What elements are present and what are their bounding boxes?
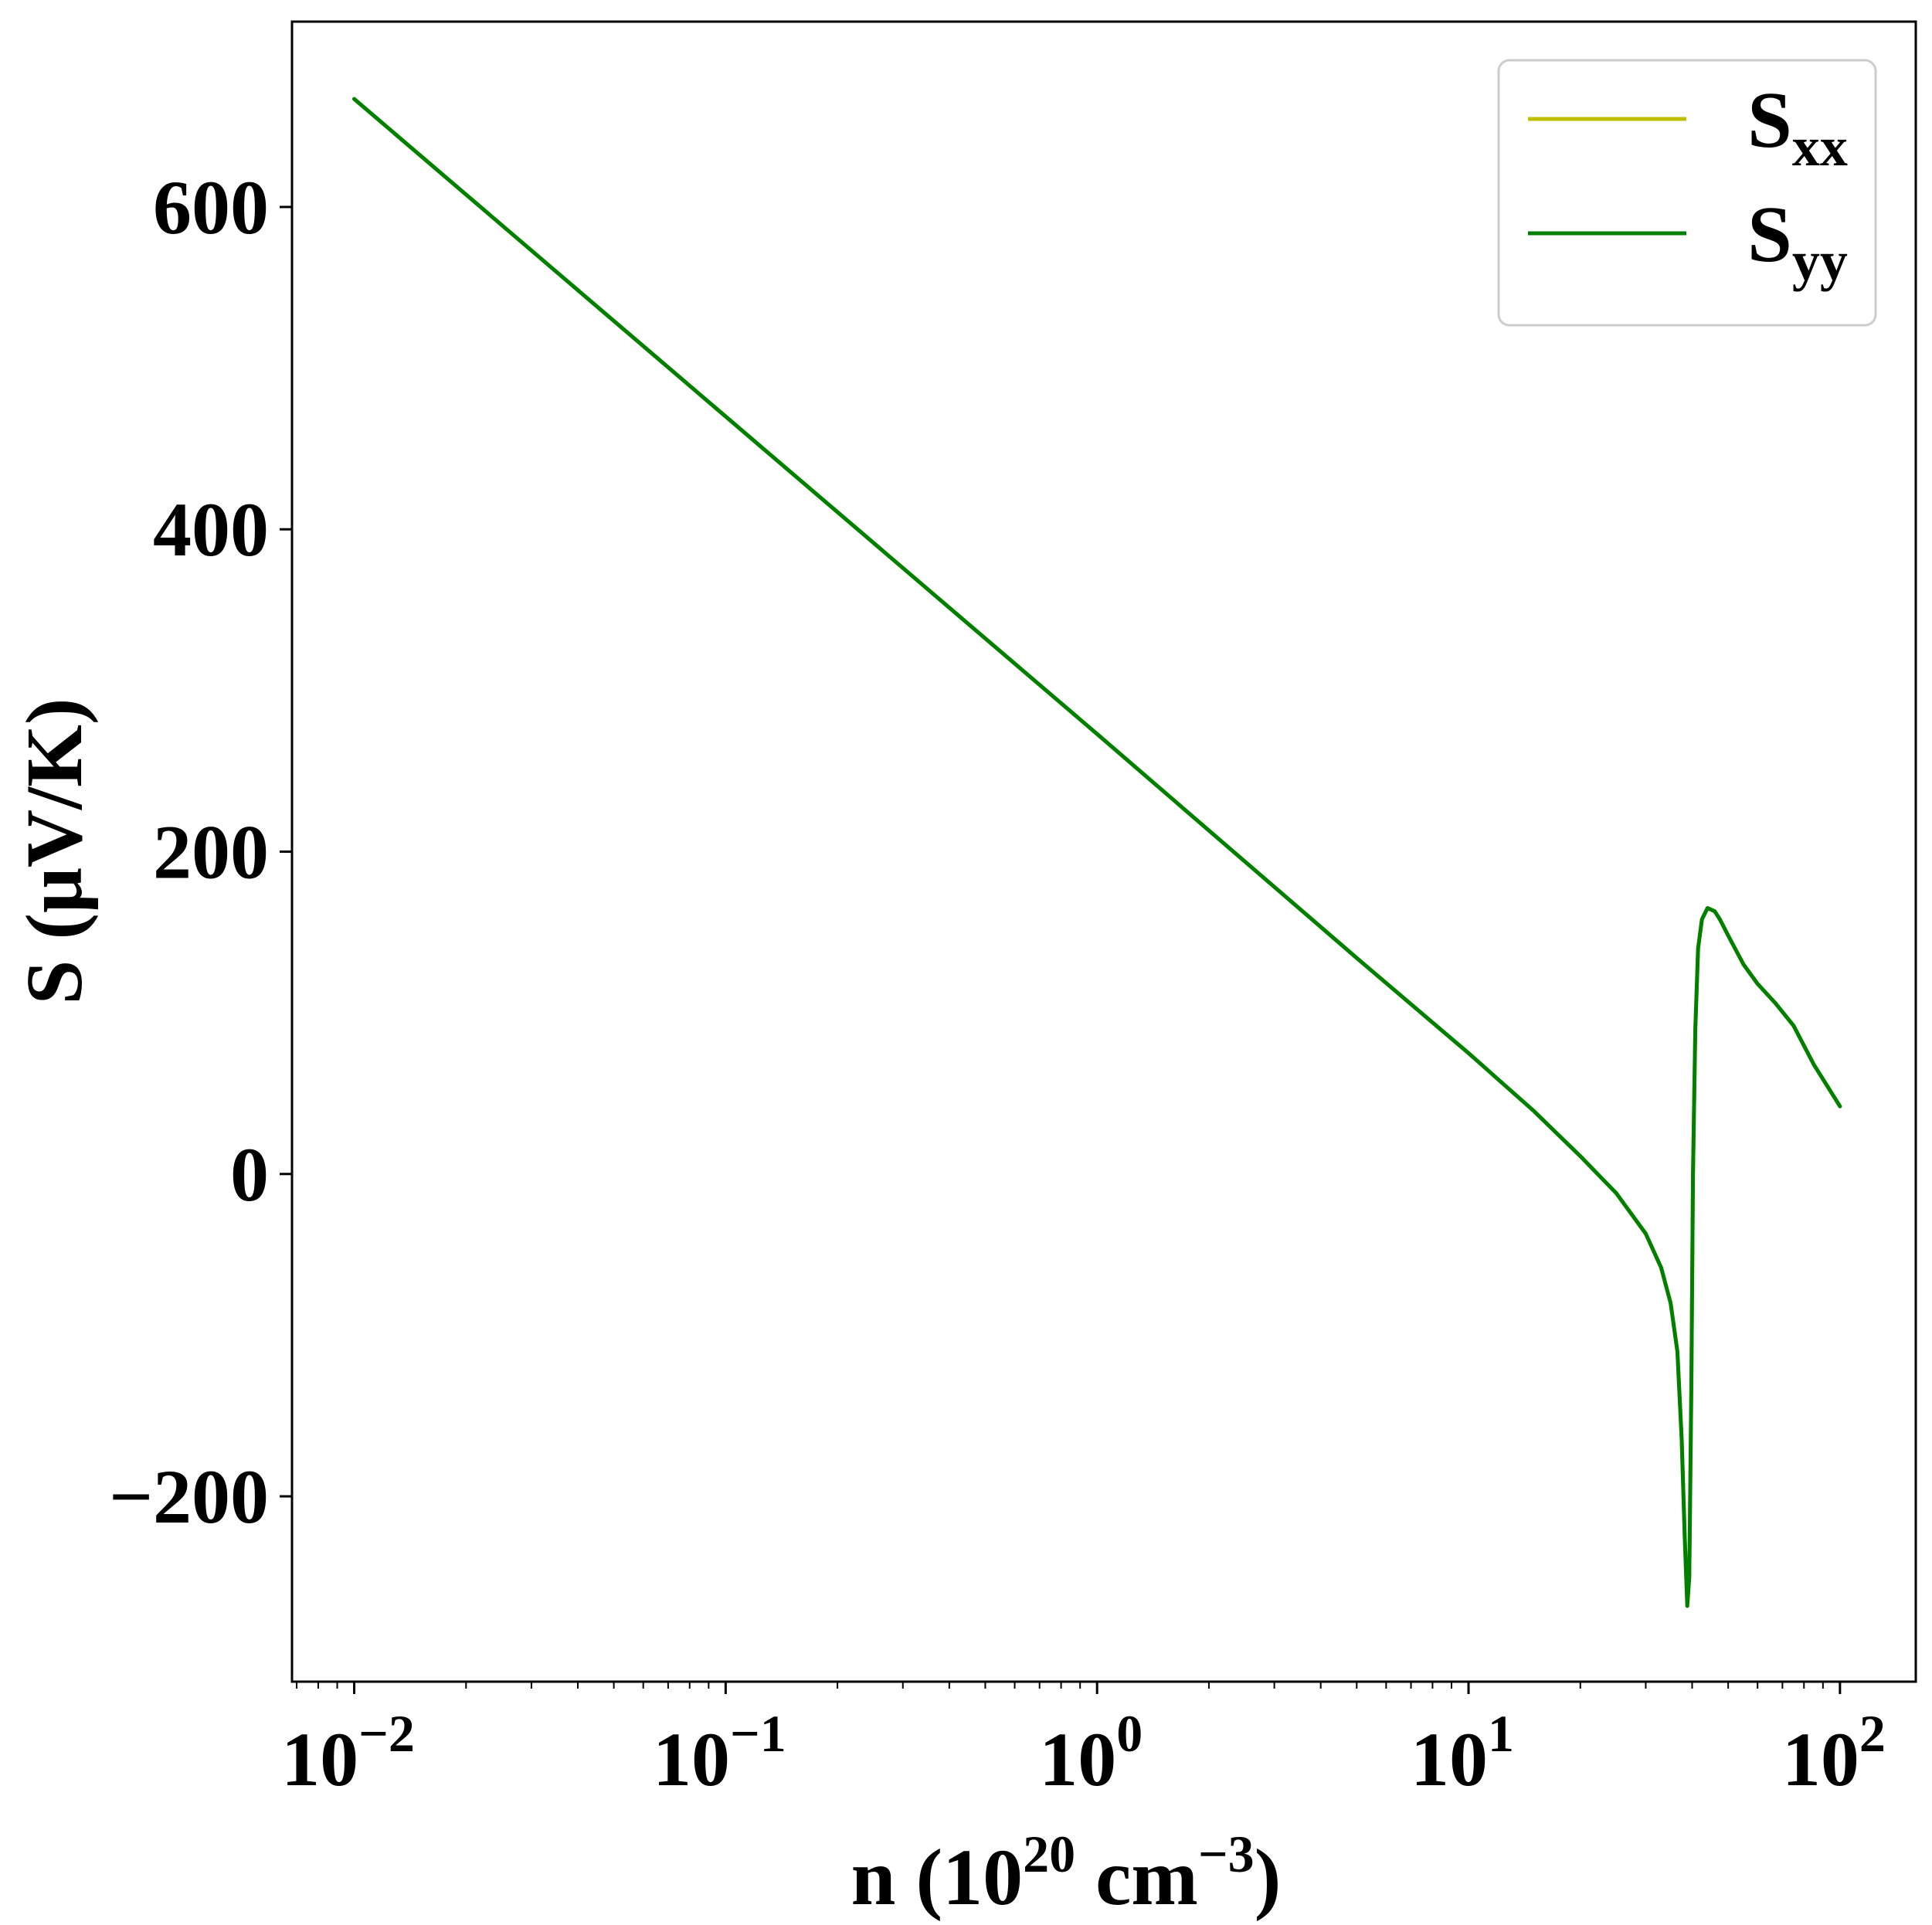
y-axis-ticks: −200 0 200 400 600 xyxy=(109,165,292,1540)
y-tick-label: −200 xyxy=(109,1454,269,1540)
x-axis-label: n (1020 cm−3) xyxy=(851,1825,1282,1922)
y-tick-label: 200 xyxy=(153,810,269,895)
x-tick-label: 10−2 xyxy=(281,1704,415,1802)
legend-label-sxx: Sxx xyxy=(1747,76,1848,178)
x-tick-label: 100 xyxy=(1039,1704,1143,1802)
plot-lines xyxy=(352,97,1842,1608)
legend: Sxx Syy xyxy=(1497,59,1877,327)
y-tick-label: 400 xyxy=(153,487,269,572)
x-tick-label: 101 xyxy=(1411,1704,1514,1802)
legend-box xyxy=(1497,59,1877,327)
y-tick-label: 0 xyxy=(230,1132,269,1217)
legend-label-syy: Syy xyxy=(1747,190,1848,292)
x-tick-label: 10−1 xyxy=(653,1704,786,1802)
x-axis-ticks: 10−2 10−1 100 101 102 xyxy=(281,1682,1886,1802)
series-line-yy xyxy=(352,97,1842,1608)
x-tick-label: 102 xyxy=(1782,1704,1886,1802)
y-axis-label: S (μV/K) xyxy=(10,698,99,1005)
y-tick-label: 600 xyxy=(153,165,269,250)
